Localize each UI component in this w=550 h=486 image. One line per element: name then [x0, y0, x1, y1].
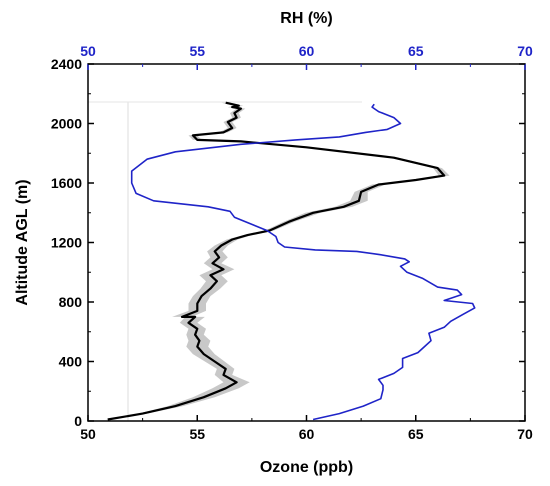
- x-bottom-tick-label: 65: [408, 426, 424, 442]
- ozone-profile-line: [107, 101, 446, 421]
- y-tick-label: 400: [59, 354, 83, 370]
- y-tick-label: 1200: [51, 235, 82, 251]
- y-axis-title-altitude: Altitude AGL (m): [14, 179, 31, 305]
- y-tick-label: 0: [74, 413, 82, 429]
- rh-profile-line: [130, 103, 476, 421]
- ozone-uncertainty-band: [105, 102, 450, 420]
- ozone-uncertainty-band-layer: [105, 102, 450, 420]
- plot-frame: [87, 63, 526, 422]
- x-top-tick-label: 70: [517, 43, 533, 59]
- y-tick-label: 800: [59, 294, 83, 310]
- x-bottom-tick-label: 50: [80, 426, 96, 442]
- y-tick-label: 2400: [51, 56, 82, 72]
- series-layer: [107, 101, 476, 421]
- x-bottom-tick-label: 55: [189, 426, 205, 442]
- x-bottom-tick-label: 60: [299, 426, 315, 442]
- y-tick-label: 2000: [51, 116, 82, 132]
- y-tick-label: 1600: [51, 175, 82, 191]
- x-axis-title-rh: RH (%): [280, 10, 332, 27]
- x-bottom-tick-label: 70: [517, 426, 533, 442]
- x-top-tick-label: 55: [189, 43, 205, 59]
- x-top-tick-label: 50: [80, 43, 96, 59]
- x-axis-title-ozone: Ozone (ppb): [260, 459, 353, 476]
- x-top-tick-label: 65: [408, 43, 424, 59]
- x-top-tick-label: 60: [299, 43, 315, 59]
- ticks-layer: 50 55 60 65 70 50 55 60 65 70 0 400 800 1200 1600 2000 2…: [51, 43, 533, 442]
